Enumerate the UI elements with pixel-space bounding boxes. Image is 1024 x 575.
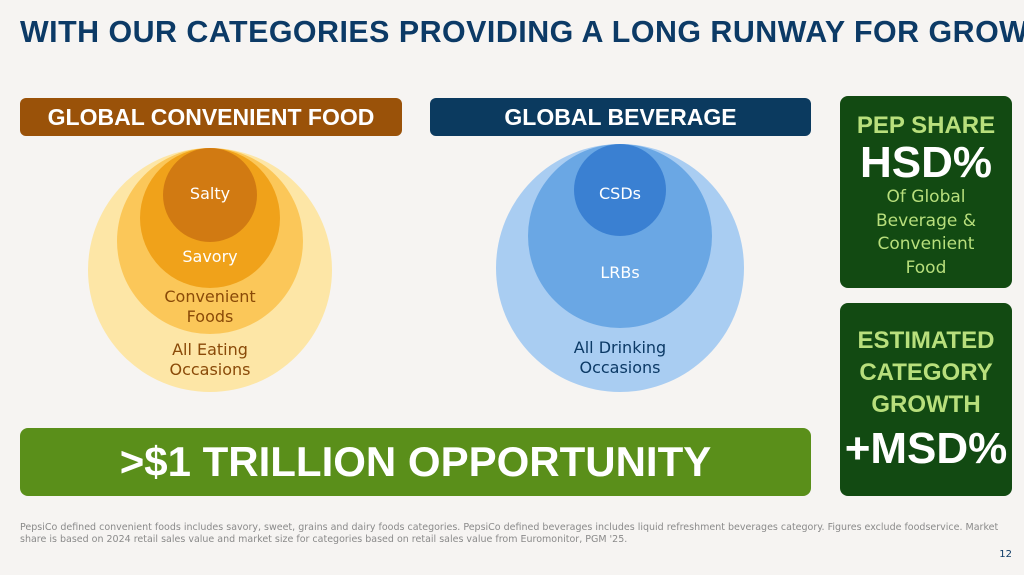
label-lrbs: LRBs <box>600 263 640 282</box>
pep-share-box: PEP SHARE HSD% Of Global Beverage & Conv… <box>840 96 1012 288</box>
slide-title: WITH OUR CATEGORIES PROVIDING A LONG RUN… <box>20 14 1024 49</box>
pep-share-desc: Of Global Beverage & Convenient Food <box>876 187 976 278</box>
label-csds: CSDs <box>599 184 641 203</box>
growth-value: +MSD% <box>844 424 1008 473</box>
pep-share-label: PEP SHARE <box>856 112 996 139</box>
growth-label: ESTIMATED CATEGORY GROWTH <box>857 327 995 418</box>
pep-share-value: HSD% <box>859 138 993 187</box>
label-convenient-foods: Convenient Foods <box>164 287 256 326</box>
label-all-drinking: All Drinking Occasions <box>573 338 667 377</box>
circle-csds <box>574 144 666 236</box>
food-header: GLOBAL CONVENIENT FOOD <box>20 98 402 136</box>
page-number: 12 <box>999 549 1012 560</box>
beverage-header: GLOBAL BEVERAGE <box>430 98 811 136</box>
label-savory: Savory <box>182 247 238 266</box>
footnote: PepsiCo defined convenient foods include… <box>20 522 999 545</box>
opportunity-banner: >$1 TRILLION OPPORTUNITY <box>20 428 811 496</box>
label-all-eating: All Eating Occasions <box>169 340 251 379</box>
label-salty: Salty <box>189 184 231 203</box>
category-growth-box: ESTIMATED CATEGORY GROWTH +MSD% <box>840 303 1012 496</box>
circle-salty <box>163 148 257 242</box>
